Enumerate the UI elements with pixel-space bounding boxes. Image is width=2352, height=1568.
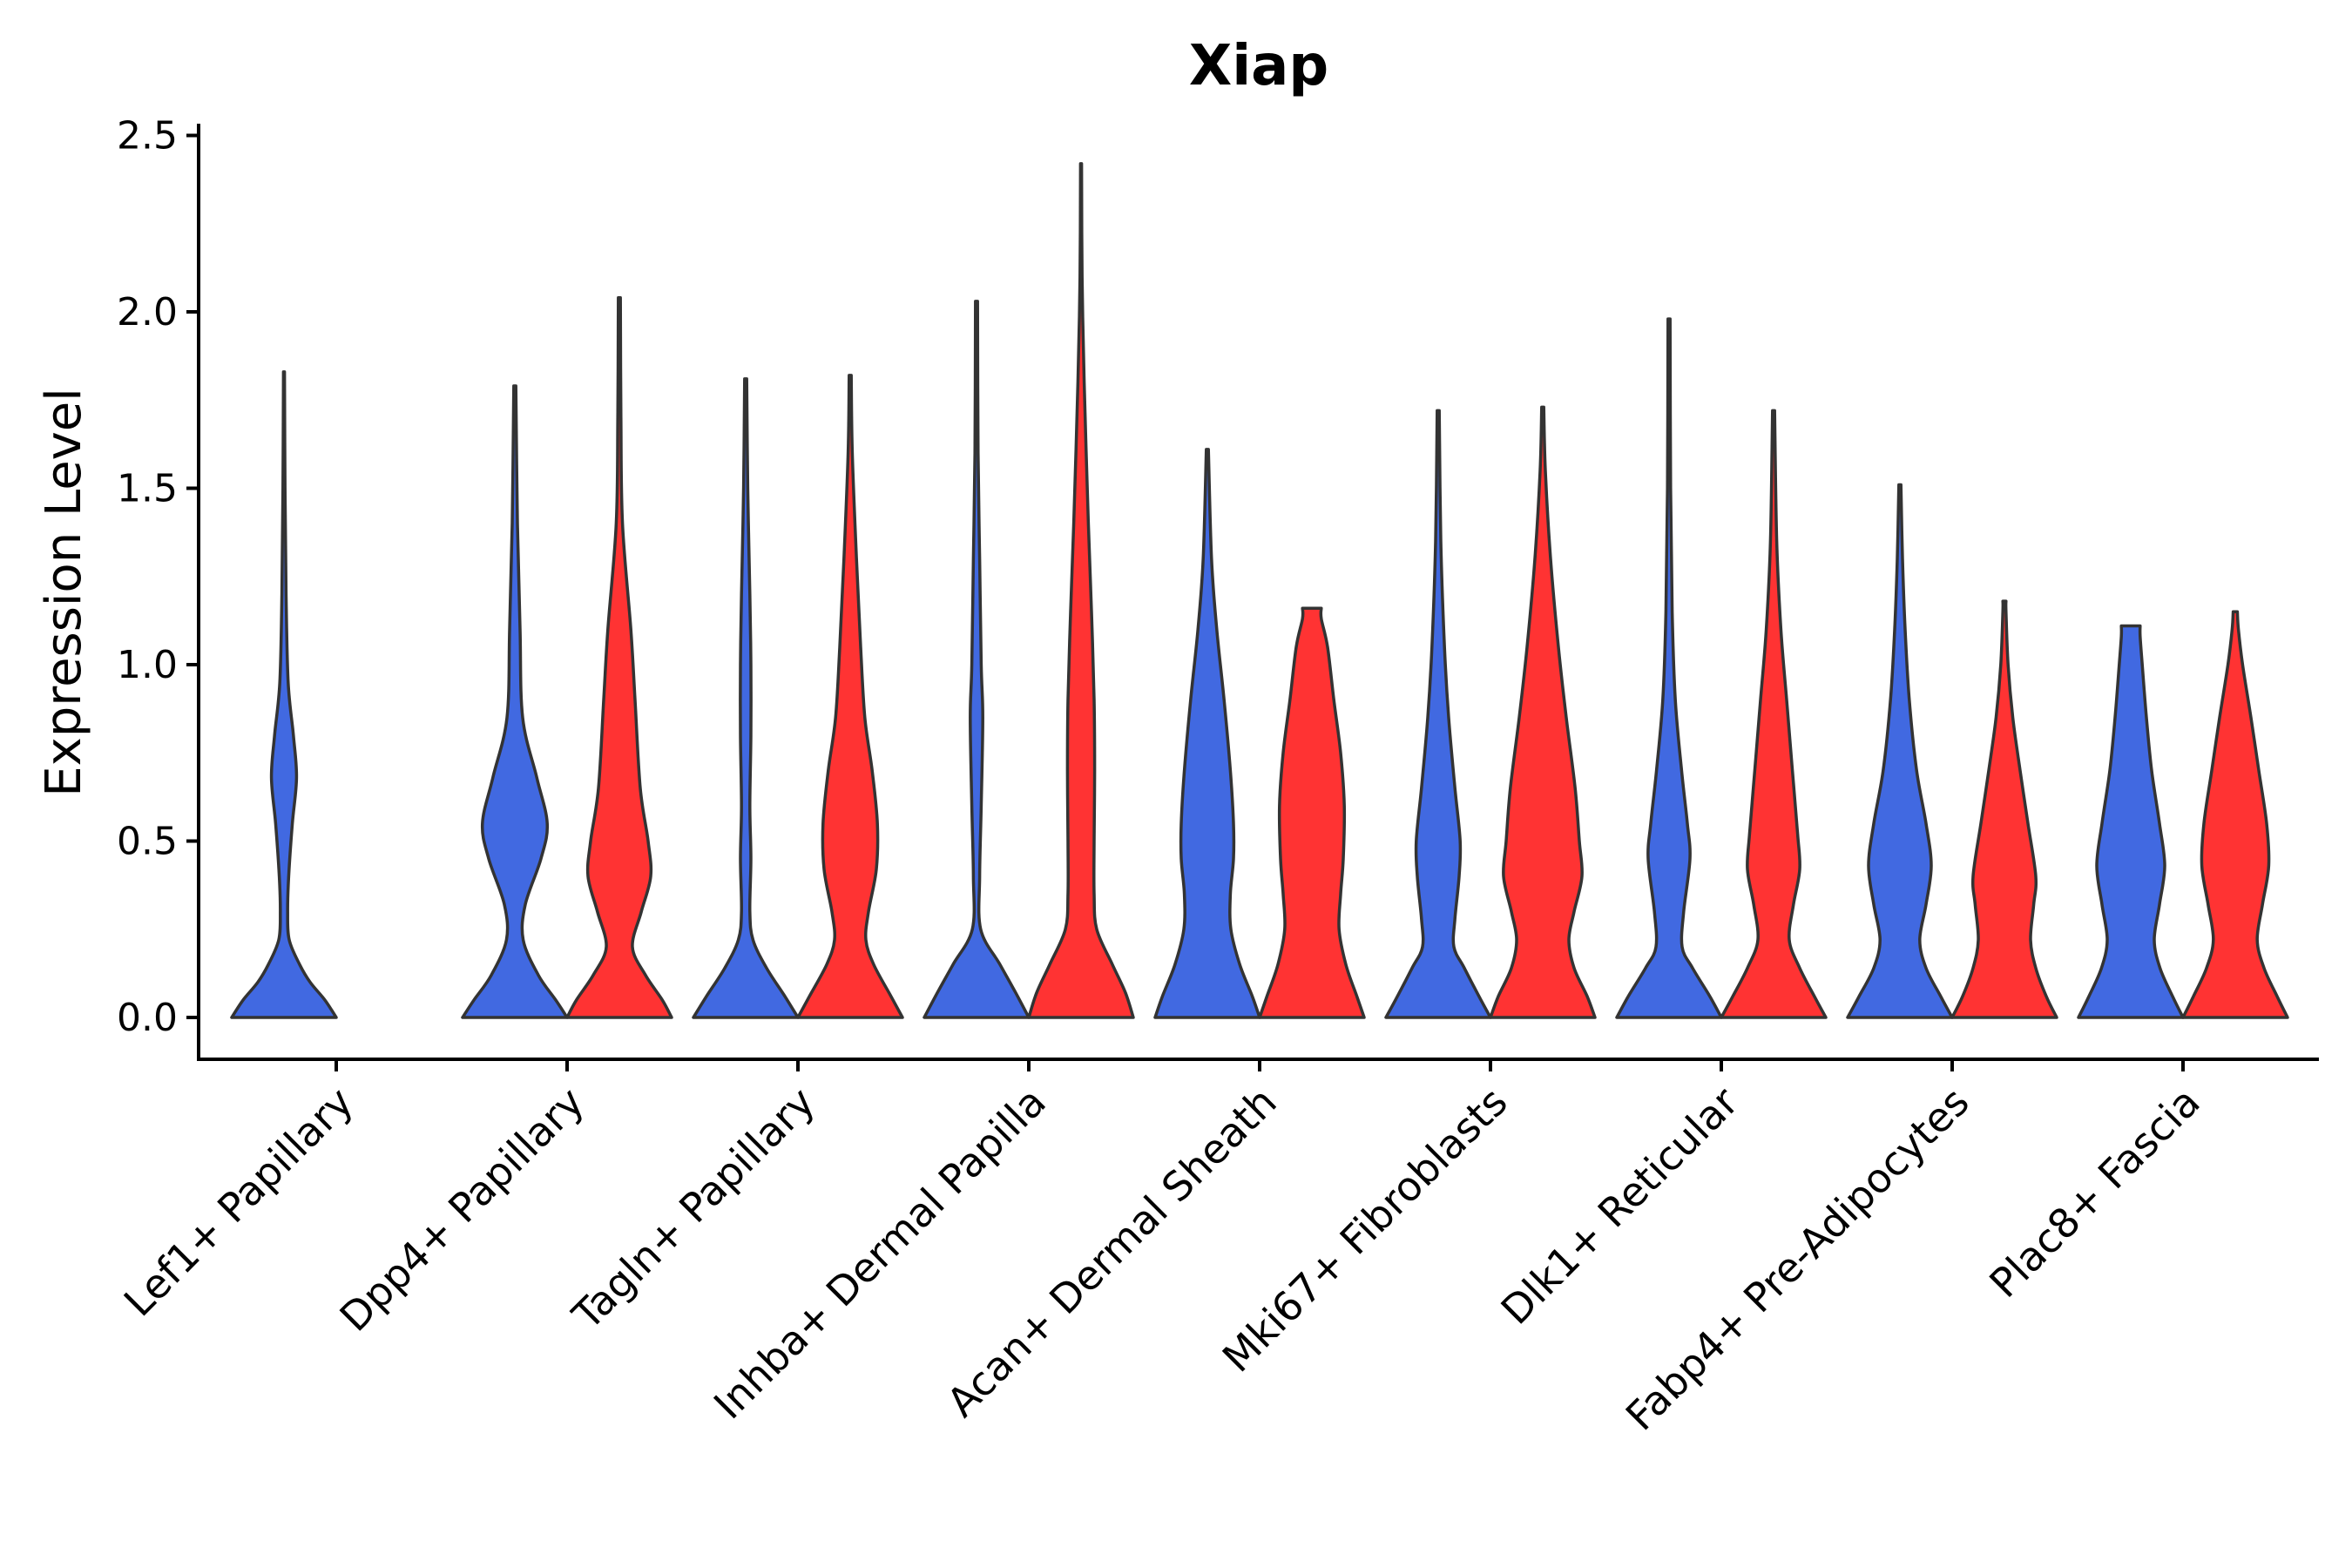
violin-plac8-fascia-group-0 — [2077, 624, 2185, 1019]
violin-tagln-papillary-group-0 — [692, 377, 800, 1019]
violin-dlk1-reticular-group-1 — [1720, 409, 1828, 1019]
violin-mki67-fibroblasts-group-0 — [1384, 409, 1492, 1019]
violin-dpp4-papillary-group-1 — [565, 296, 673, 1019]
y-tick-label: 2.0 — [117, 290, 178, 335]
x-tick-label: Dlk1+ Reticular — [1492, 1078, 1747, 1334]
violin-dpp4-papillary-group-0 — [461, 384, 569, 1019]
violin-inhba-dermal-papilla-group-0 — [923, 300, 1031, 1019]
violin-plac8-fascia-group-1 — [2181, 610, 2289, 1019]
violin-acan-dermal-sheath-group-1 — [1258, 606, 1366, 1019]
y-tick-label: 1.5 — [117, 467, 178, 511]
x-tick-label: Dpp4+ Papillary — [331, 1078, 593, 1341]
violin-mki67-fibroblasts-group-1 — [1489, 405, 1597, 1019]
y-tick-label: 2.5 — [117, 114, 178, 159]
y-tick-label: 0.0 — [117, 996, 178, 1040]
violin-inhba-dermal-papilla-group-1 — [1027, 162, 1135, 1019]
violin-lef1-papillary-group-0 — [230, 370, 338, 1019]
violin-fabp4-pre-adipocytes-group-1 — [1950, 599, 2058, 1019]
violin-fabp4-pre-adipocytes-group-0 — [1846, 483, 1954, 1019]
x-tick-label: Tagln+ Papillary — [563, 1078, 824, 1340]
chart-title: Xiap — [1189, 34, 1328, 98]
violin-group — [230, 162, 2289, 1019]
y-tick-label: 0.5 — [117, 820, 178, 864]
y-axis-label: Expression Level — [36, 388, 92, 797]
violin-tagln-papillary-group-1 — [796, 374, 904, 1019]
x-tick-label: Plac8+ Fascia — [1980, 1078, 2208, 1307]
violin-dlk1-reticular-group-0 — [1615, 317, 1723, 1019]
y-tick-label: 1.0 — [117, 643, 178, 687]
y-axis-ticks: 0.0 0.5 1.0 1.5 2.0 2.5 — [117, 114, 199, 1040]
violin-acan-dermal-sheath-group-0 — [1153, 448, 1261, 1019]
x-tick-label: Lef1+ Papillary — [115, 1078, 362, 1326]
